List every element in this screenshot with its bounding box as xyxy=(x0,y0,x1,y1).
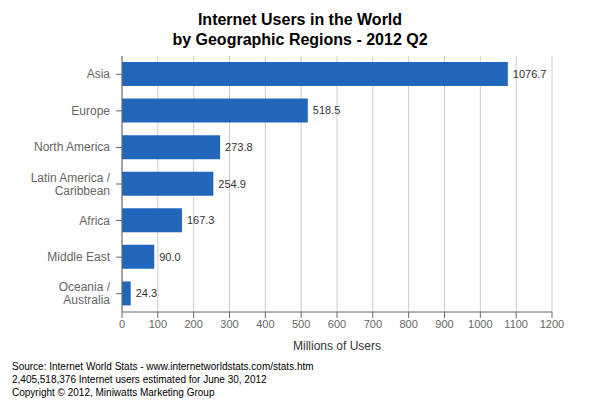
svg-text:400: 400 xyxy=(256,318,274,330)
svg-text:200: 200 xyxy=(184,318,202,330)
svg-text:500: 500 xyxy=(292,318,310,330)
svg-text:300: 300 xyxy=(220,318,238,330)
svg-text:Europe: Europe xyxy=(71,104,110,118)
svg-text:700: 700 xyxy=(364,318,382,330)
svg-text:1100: 1100 xyxy=(504,318,528,330)
svg-text:600: 600 xyxy=(328,318,346,330)
svg-text:1076.7: 1076.7 xyxy=(513,68,547,80)
svg-text:1000: 1000 xyxy=(468,318,492,330)
svg-text:0: 0 xyxy=(119,318,125,330)
svg-text:Middle East: Middle East xyxy=(47,250,110,264)
svg-text:Asia: Asia xyxy=(87,67,111,81)
html-text:by Geographic Regions - 2012 Q: by Geographic Regions - 2012 Q2 xyxy=(172,31,428,48)
svg-text:Oceania /Australia: Oceania /Australia xyxy=(59,280,111,307)
svg-text:Africa: Africa xyxy=(79,214,110,228)
html-text:Internet Users in the World: Internet Users in the World xyxy=(197,11,403,28)
svg-text:800: 800 xyxy=(399,318,417,330)
svg-text:North America: North America xyxy=(34,140,110,154)
svg-text:90.0: 90.0 xyxy=(159,251,180,263)
svg-text:24.3: 24.3 xyxy=(136,287,157,299)
svg-text:273.8: 273.8 xyxy=(225,141,253,153)
svg-text:Millions of Users: Millions of Users xyxy=(293,339,381,353)
html-text:Source: Internet World Stats -: Source: Internet World Stats - www.inter… xyxy=(12,361,314,372)
svg-text:1200: 1200 xyxy=(540,318,564,330)
svg-text:518.5: 518.5 xyxy=(313,104,341,116)
svg-text:254.9: 254.9 xyxy=(218,178,246,190)
svg-text:Latin America /Caribbean: Latin America /Caribbean xyxy=(31,171,111,198)
svg-text:100: 100 xyxy=(149,318,167,330)
html-text:2,405,518,376 Internet users e: 2,405,518,376 Internet users estimated f… xyxy=(12,374,267,385)
svg-text:167.3: 167.3 xyxy=(187,214,215,226)
html-text:Copyright © 2012, Miniwatts Ma: Copyright © 2012, Miniwatts Marketing Gr… xyxy=(12,387,215,398)
svg-text:900: 900 xyxy=(435,318,453,330)
